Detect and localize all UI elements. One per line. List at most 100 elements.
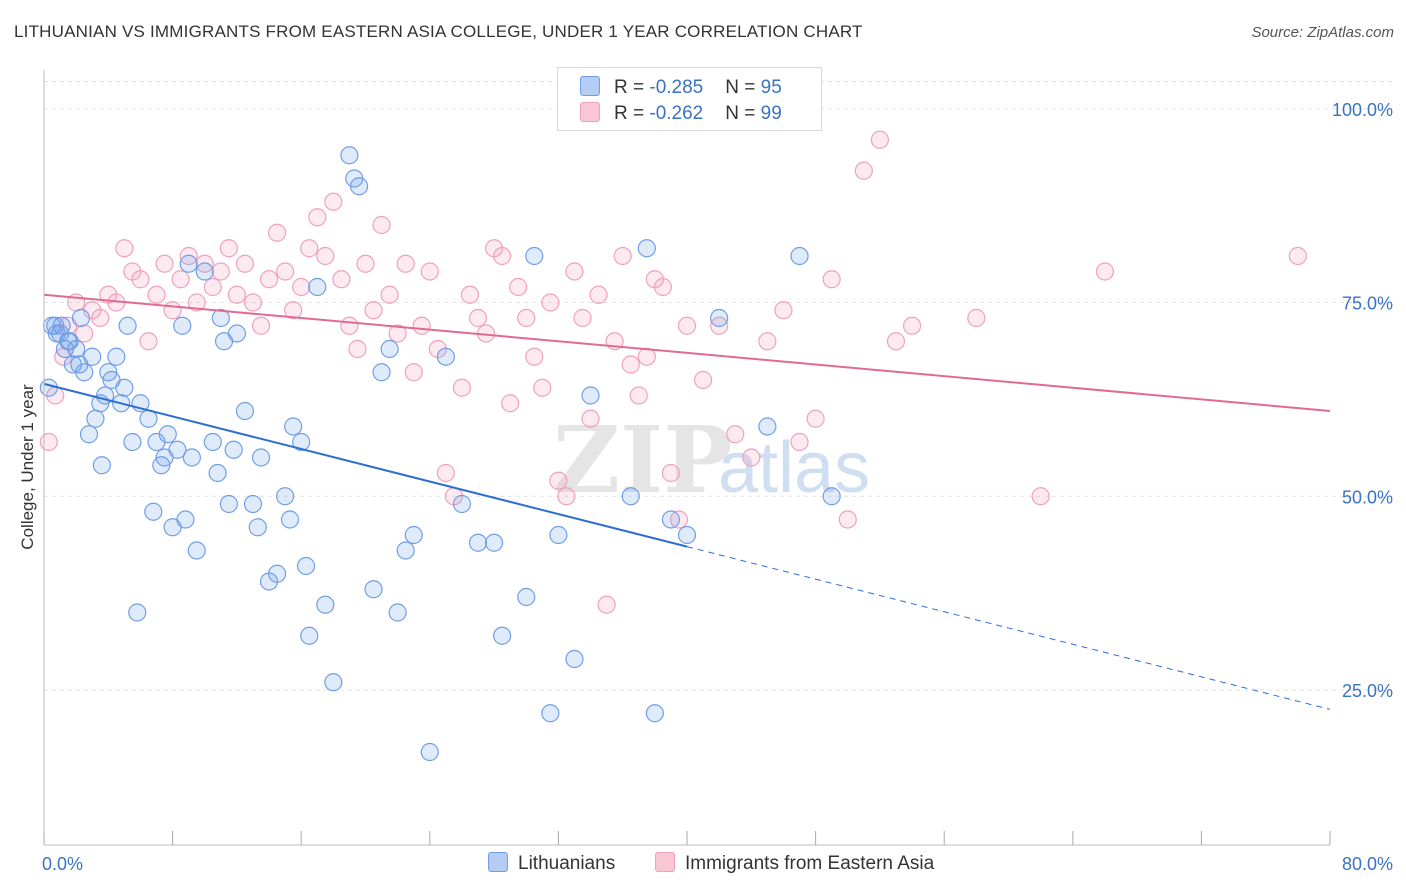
legend-item-lithuanians: Lithuanians — [488, 852, 615, 875]
point-immigrant — [308, 208, 327, 227]
point-immigrant — [1031, 487, 1050, 506]
point-lithuanian — [758, 417, 777, 436]
point-immigrant — [501, 394, 520, 413]
point-immigrant — [838, 510, 857, 529]
point-lithuanian — [388, 603, 407, 622]
point-immigrant — [340, 316, 359, 335]
point-lithuanian — [677, 525, 697, 545]
point-immigrant — [758, 332, 777, 351]
legend-swatch-blue — [488, 852, 508, 872]
trend-lines — [43, 293, 1331, 710]
point-lithuanian — [404, 525, 423, 545]
point-lithuanian — [118, 316, 137, 335]
point-immigrant — [179, 246, 198, 266]
point-lithuanian — [107, 347, 126, 366]
point-lithuanian — [517, 587, 536, 607]
legend-n-label: N = — [725, 103, 761, 124]
point-lithuanian — [349, 177, 369, 196]
point-lithuanian — [372, 363, 391, 382]
point-lithuanian — [790, 246, 809, 266]
point-lithuanian — [67, 339, 86, 359]
point-lithuanian — [83, 347, 102, 366]
point-lithuanian — [235, 401, 255, 421]
point-lithuanian — [525, 246, 544, 266]
correlation-legend: R = -0.285 N = 95 R = -0.262 N = 99 — [557, 67, 822, 131]
point-immigrant — [541, 293, 560, 312]
point-immigrant — [822, 270, 841, 289]
point-lithuanian — [208, 463, 227, 483]
point-immigrant — [468, 308, 488, 328]
point-lithuanian — [284, 417, 303, 436]
point-lithuanian — [549, 525, 568, 545]
point-immigrant — [324, 192, 343, 211]
legend-row-immigrants: R = -0.262 N = 99 — [580, 102, 782, 126]
point-immigrant — [404, 363, 423, 382]
point-immigrant — [436, 463, 455, 483]
point-lithuanian — [71, 308, 91, 328]
point-lithuanian — [52, 316, 71, 335]
point-immigrant — [581, 409, 600, 428]
point-immigrant — [227, 285, 246, 304]
point-lithuanian — [493, 626, 512, 645]
legend-r-label: R = — [614, 103, 650, 124]
point-immigrant — [653, 277, 672, 297]
point-immigrant — [292, 277, 311, 297]
legend-r-label: R = — [614, 77, 650, 98]
point-immigrant — [460, 285, 480, 304]
grid-layer: 25.0% 50.0% 75.0% 100.0% — [44, 81, 1394, 701]
point-immigrant — [452, 378, 472, 397]
point-immigrant — [115, 239, 134, 258]
point-lithuanian — [86, 409, 105, 428]
point-immigrant — [661, 463, 681, 483]
point-lithuanian — [63, 355, 83, 374]
point-immigrant — [251, 316, 271, 335]
point-lithuanian — [292, 432, 311, 452]
point-immigrant — [396, 254, 415, 273]
point-immigrant — [693, 370, 713, 390]
point-lithuanian — [541, 704, 560, 723]
trend-line-immigrants — [43, 293, 1331, 412]
point-immigrant — [621, 355, 640, 374]
point-lithuanian — [219, 494, 238, 514]
point-lithuanian — [468, 533, 488, 552]
point-immigrant — [39, 432, 58, 452]
legend-item-immigrants: Immigrants from Eastern Asia — [655, 852, 934, 875]
point-immigrant — [332, 270, 351, 289]
legend-swatch-pink — [655, 852, 675, 872]
series-immigrants-eastern-asia — [39, 130, 1307, 614]
point-lithuanian — [661, 510, 681, 529]
series-lithuanians — [39, 146, 841, 762]
point-lithuanian — [637, 239, 656, 258]
point-lithuanian — [308, 277, 327, 297]
point-immigrant — [211, 262, 230, 281]
legend-swatch-blue — [580, 76, 600, 96]
point-immigrant — [316, 246, 335, 266]
point-immigrant — [525, 347, 544, 366]
point-immigrant — [886, 332, 906, 351]
point-immigrant — [509, 277, 528, 297]
point-lithuanian — [565, 649, 584, 669]
x-tick-label: 0.0% — [42, 854, 83, 874]
point-immigrant — [155, 254, 174, 273]
point-lithuanian — [581, 386, 600, 405]
watermark-zip: ZIP — [553, 406, 732, 514]
point-immigrant — [790, 432, 809, 452]
legend-label-immigrants: Immigrants from Eastern Asia — [685, 853, 935, 874]
point-lithuanian — [179, 254, 198, 273]
point-lithuanian — [168, 440, 187, 459]
point-lithuanian — [276, 487, 295, 506]
point-immigrant — [147, 285, 166, 304]
point-immigrant — [91, 308, 110, 328]
point-lithuanian — [182, 448, 201, 467]
x-tick-label: 80.0% — [1342, 854, 1393, 874]
point-lithuanian — [324, 673, 343, 692]
point-lithuanian — [243, 494, 263, 514]
point-lithuanian — [420, 742, 439, 762]
point-lithuanian — [251, 448, 271, 467]
point-immigrant — [364, 301, 383, 320]
point-lithuanian — [340, 146, 359, 165]
point-lithuanian — [227, 324, 246, 343]
point-immigrant — [284, 301, 303, 320]
point-lithuanian — [280, 510, 300, 529]
point-immigrant — [637, 347, 656, 366]
